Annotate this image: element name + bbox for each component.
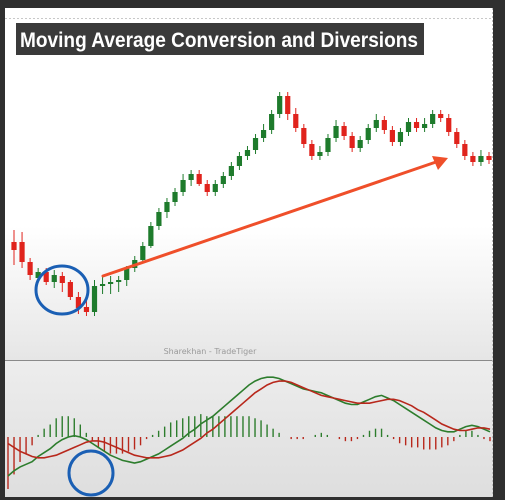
candle-body bbox=[148, 226, 154, 246]
candle-body bbox=[156, 212, 162, 226]
candle-body bbox=[59, 276, 65, 283]
candle-body bbox=[220, 176, 226, 184]
candle-body bbox=[462, 144, 468, 156]
candle-body bbox=[244, 150, 251, 156]
candle-body bbox=[293, 114, 299, 128]
candle-body bbox=[204, 184, 210, 192]
candle-body bbox=[438, 114, 444, 118]
watermark: Sharekhan - TradeTiger bbox=[164, 347, 258, 356]
trend-arrow bbox=[101, 156, 448, 278]
candle-body bbox=[421, 124, 428, 128]
candle-body bbox=[196, 174, 202, 184]
candle-body bbox=[430, 114, 436, 124]
candle-body bbox=[140, 246, 146, 260]
candle-body bbox=[373, 120, 379, 128]
candle-body bbox=[116, 280, 122, 282]
candle-body bbox=[341, 126, 347, 136]
price-bottom-circle-marker bbox=[34, 264, 90, 316]
candle-body bbox=[470, 156, 476, 162]
candle-body bbox=[413, 122, 420, 128]
candle-body bbox=[35, 272, 41, 278]
macd-histogram bbox=[7, 414, 491, 489]
candle-body bbox=[124, 268, 130, 280]
title-banner bbox=[16, 23, 424, 55]
candle-body bbox=[446, 118, 452, 132]
candle-body bbox=[43, 272, 49, 282]
candle-body bbox=[11, 242, 17, 250]
candle-body bbox=[164, 202, 170, 212]
chart-title: Moving Average Conversion and Diversions bbox=[20, 29, 418, 52]
candle-body bbox=[269, 114, 275, 130]
candle-body bbox=[19, 242, 25, 262]
candle-body bbox=[333, 126, 339, 138]
candle-body bbox=[277, 96, 283, 114]
macd-crossover-circle-marker bbox=[67, 449, 115, 497]
candle-body bbox=[397, 132, 404, 142]
candle-body bbox=[228, 166, 234, 176]
candle-body bbox=[405, 122, 412, 132]
candle-body bbox=[252, 138, 259, 150]
candle-body bbox=[381, 120, 387, 130]
candle-body bbox=[454, 132, 460, 144]
candle-body bbox=[212, 184, 218, 192]
candle-body bbox=[260, 130, 267, 138]
candle-body bbox=[236, 156, 243, 166]
candle-body bbox=[91, 286, 98, 312]
candle-body bbox=[180, 180, 186, 192]
candle-body bbox=[317, 152, 323, 156]
candle-body bbox=[389, 130, 395, 142]
candle-body bbox=[172, 192, 178, 202]
candle-body bbox=[75, 297, 82, 308]
candle-body bbox=[325, 138, 331, 152]
candle-body bbox=[349, 136, 355, 148]
candle-body bbox=[285, 96, 291, 114]
candle-body bbox=[301, 128, 307, 144]
signal-line bbox=[7, 380, 491, 459]
candle-body bbox=[67, 282, 73, 297]
candle-body bbox=[478, 156, 484, 162]
candle-body bbox=[51, 275, 57, 282]
candle-body bbox=[27, 262, 33, 275]
candle-body bbox=[486, 156, 492, 160]
candle-body bbox=[188, 174, 194, 180]
candle-body bbox=[83, 307, 90, 312]
candle-body bbox=[365, 128, 371, 140]
candle-body bbox=[309, 144, 315, 156]
candle-body bbox=[99, 284, 106, 286]
macd-line bbox=[7, 376, 491, 477]
candle-body bbox=[108, 282, 114, 284]
candle-body bbox=[357, 140, 363, 148]
